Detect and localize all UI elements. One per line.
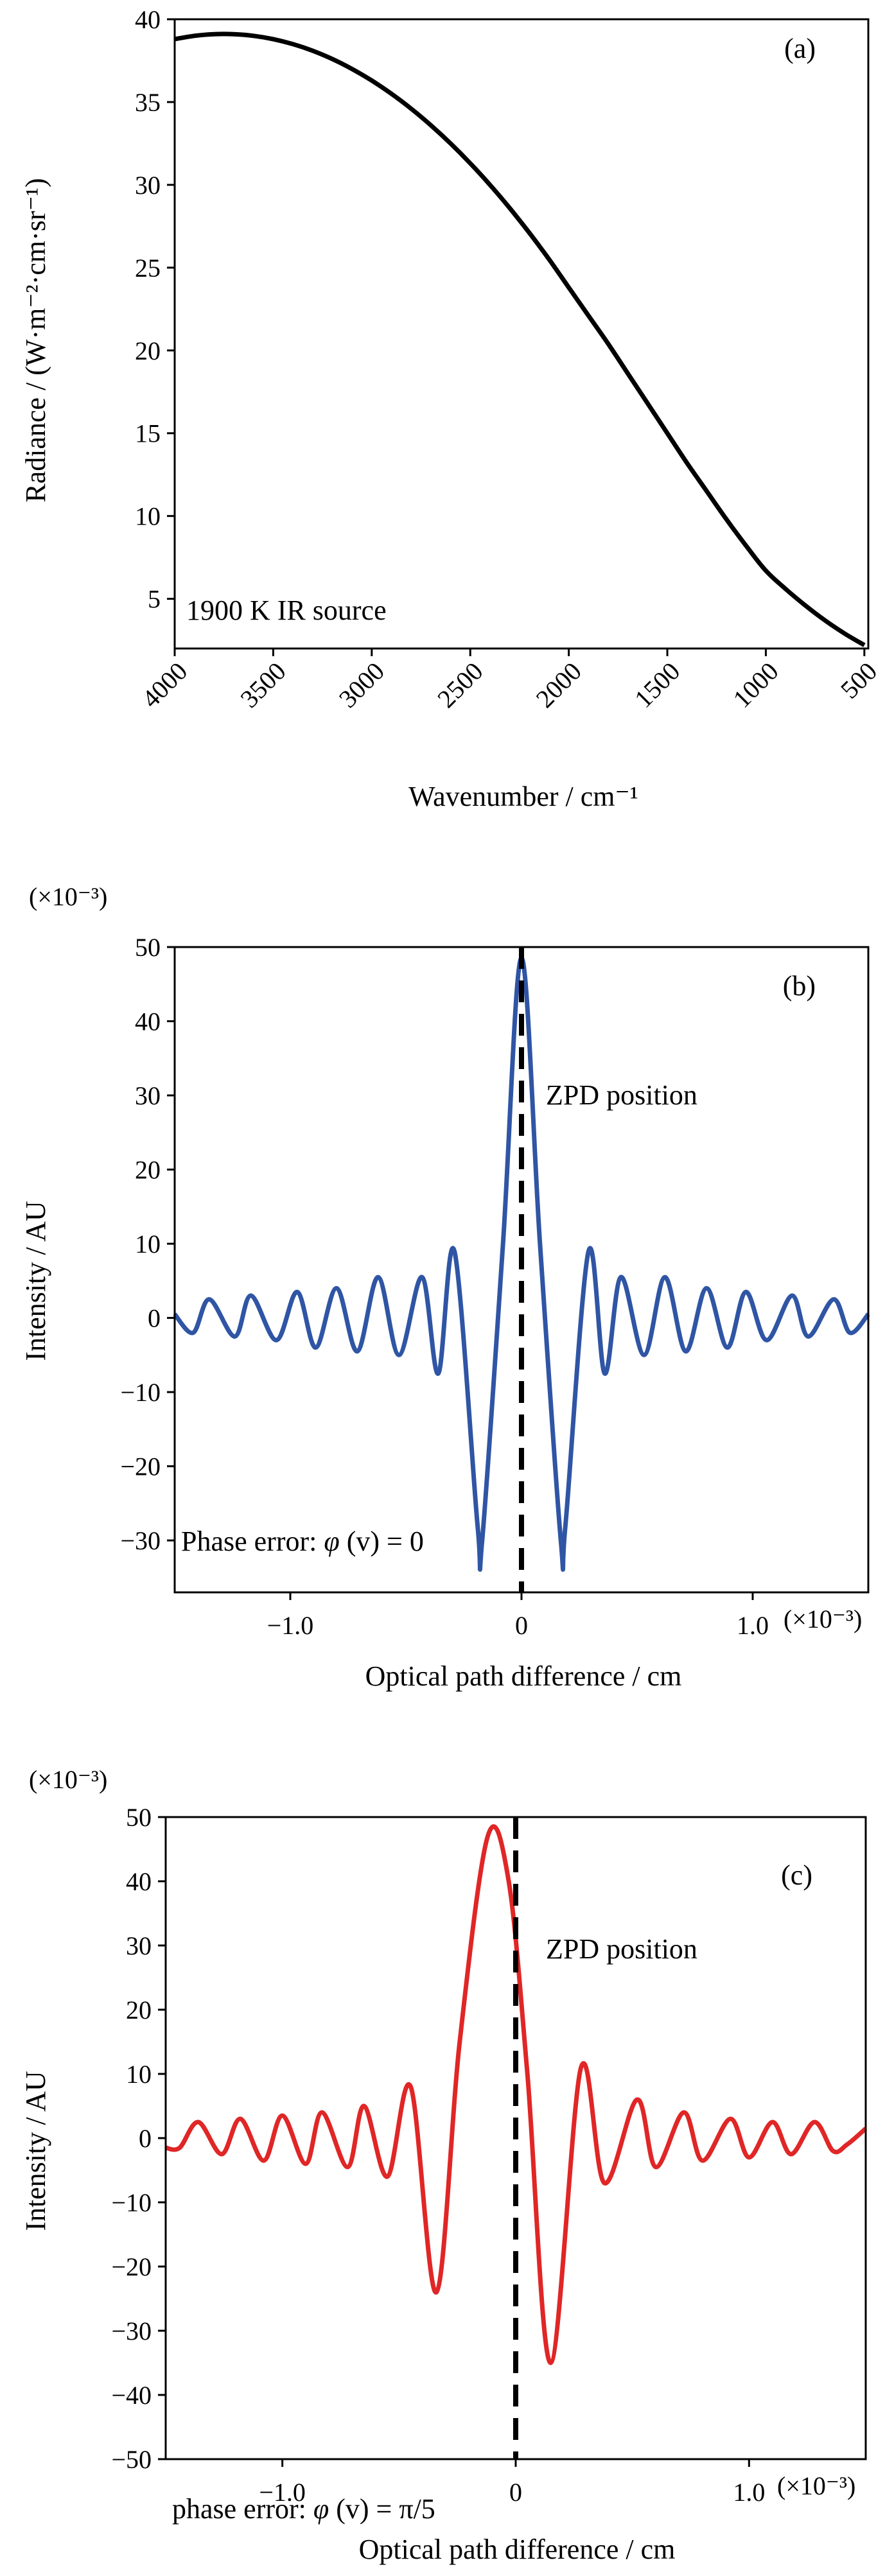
- x-multiplier: (×10⁻³): [777, 2471, 855, 2500]
- source-annotation: 1900 K IR source: [186, 595, 387, 626]
- y-tick-label: 20: [135, 1156, 161, 1185]
- x-axis-label: Optical path difference / cm: [365, 1660, 682, 1692]
- y-tick-label: −10: [120, 1378, 161, 1407]
- y-tick-label: 5: [148, 585, 161, 614]
- x-tick-label: 1500: [629, 657, 685, 713]
- x-tick-label: 0: [515, 1611, 528, 1640]
- y-axis-label: Radiance / (W·m⁻²·cm·sr⁻¹): [20, 178, 51, 502]
- plot-frame: [173, 18, 870, 650]
- y-tick-label: 10: [135, 502, 161, 531]
- y-tick-label: 20: [135, 336, 161, 365]
- zpd-label: ZPD position: [546, 1079, 697, 1111]
- panel-label: (c): [781, 1859, 812, 1891]
- panel-label: (b): [783, 970, 816, 1002]
- y-tick-label: −40: [111, 2381, 152, 2410]
- y-tick-label: 40: [126, 1867, 152, 1896]
- y-tick-label: 35: [135, 88, 161, 117]
- y-tick-label: 0: [148, 1304, 161, 1333]
- x-tick-label: 1000: [727, 657, 784, 713]
- y-tick-label: 0: [139, 2124, 152, 2153]
- y-tick-label: 30: [135, 1081, 161, 1110]
- phase-error-annotation: phase error: φ (v) = π/5: [172, 2493, 435, 2525]
- y-tick-label: 25: [135, 254, 161, 283]
- y-tick-label: 40: [135, 5, 161, 34]
- x-tick-label: 1.0: [733, 2478, 765, 2507]
- radiance-curve: [174, 31, 866, 647]
- y-tick-label: −30: [120, 1526, 161, 1555]
- y-axis-label: Intensity / AU: [20, 1201, 51, 1361]
- zpd-label: ZPD position: [546, 1933, 697, 1965]
- y-multiplier: (×10⁻³): [29, 882, 107, 911]
- panel-b-interferogram-chart: 50 40 30 20 10 0 −10 −20 −30 −1.0 0 1.0 (b) ZPD po…: [20, 882, 870, 1692]
- y-multiplier: (×10⁻³): [29, 1765, 107, 1794]
- y-tick-label: 50: [135, 933, 161, 962]
- x-tick-label: 3500: [234, 657, 291, 713]
- x-tick-label: −1.0: [267, 1611, 314, 1640]
- x-tick-label: 2500: [432, 657, 488, 713]
- x-tick-label: 0: [509, 2478, 522, 2507]
- x-tick-label: 1.0: [737, 1611, 769, 1640]
- x-axis-label: Optical path difference / cm: [359, 2534, 676, 2565]
- panel-label: (a): [784, 33, 816, 64]
- y-tick-label: 40: [135, 1007, 161, 1036]
- y-tick-label: −20: [111, 2252, 152, 2281]
- y-tick-label: −10: [111, 2188, 152, 2217]
- panel-a-radiance-chart: 5 10 15 20 25 30 35 40 4000 3500 3000 2500 2000 1500…: [20, 5, 882, 812]
- x-tick-label: 2000: [530, 657, 587, 713]
- y-tick-label: 50: [126, 1803, 152, 1832]
- phase-error-annotation: Phase error: φ (v) = 0: [181, 1526, 424, 1557]
- x-tick-label: 4000: [136, 657, 193, 713]
- y-tick-label: −50: [111, 2445, 152, 2474]
- y-tick-label: 15: [135, 419, 161, 448]
- x-tick-label: 3000: [333, 657, 390, 713]
- interferogram-curve: [165, 1824, 868, 2365]
- x-tick-label: −1.0: [259, 2478, 306, 2507]
- y-tick-label: 10: [126, 2060, 152, 2089]
- x-tick-label: 500: [835, 657, 882, 704]
- y-tick-label: 30: [135, 171, 161, 200]
- x-multiplier: (×10⁻³): [784, 1605, 862, 1633]
- y-tick-label: 10: [135, 1230, 161, 1258]
- y-tick-label: 20: [126, 1996, 152, 2024]
- y-tick-label: −30: [111, 2317, 152, 2345]
- y-tick-label: −20: [120, 1452, 161, 1481]
- y-axis-label: Intensity / AU: [20, 2071, 51, 2231]
- x-axis-label: Wavenumber / cm⁻¹: [408, 781, 638, 812]
- y-tick-label: 30: [126, 1931, 152, 1960]
